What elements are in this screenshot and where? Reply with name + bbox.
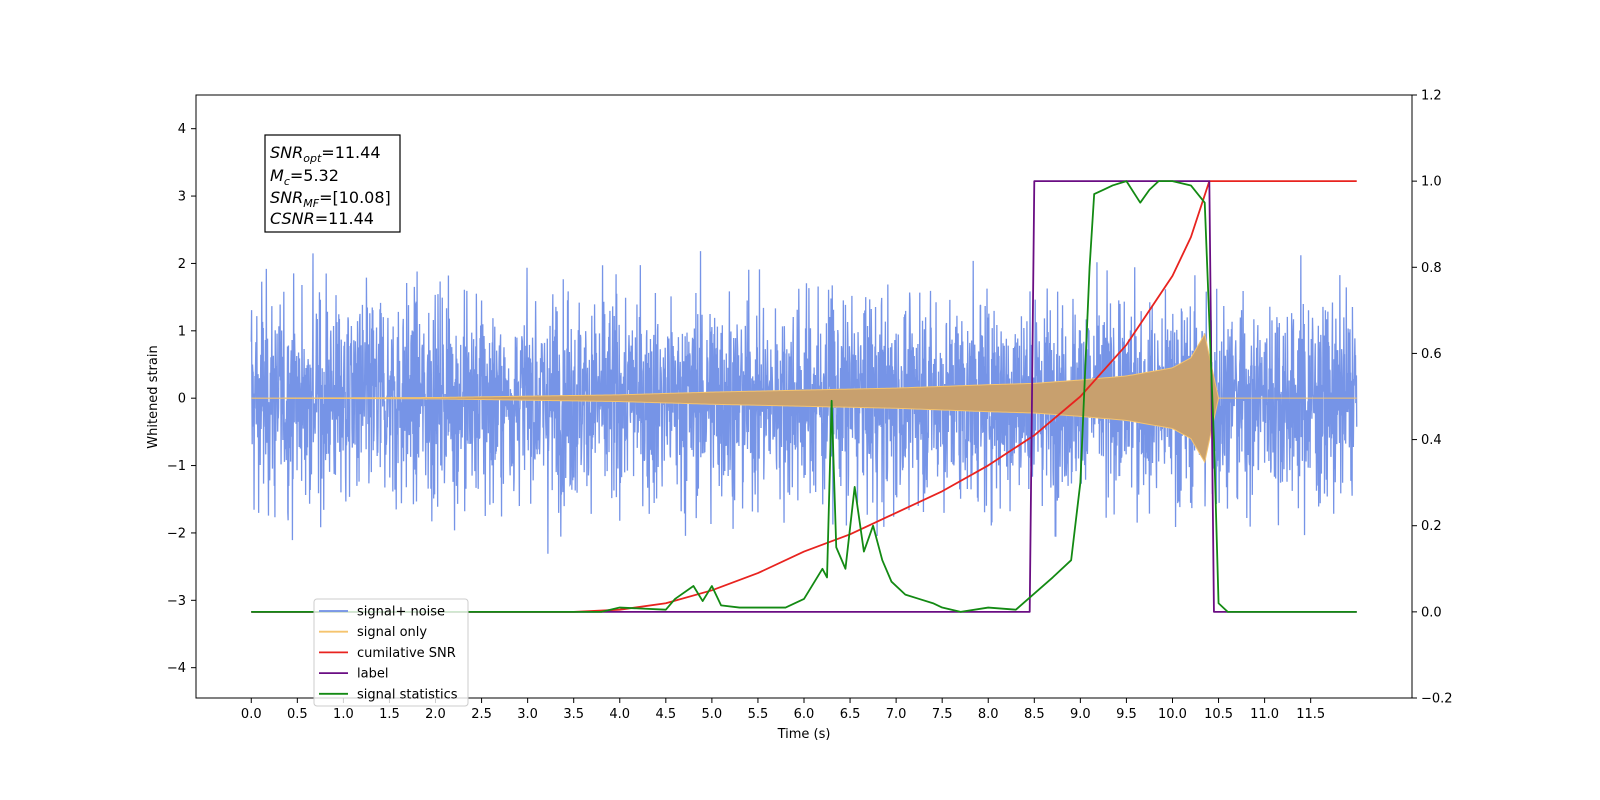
annotation-line-3: SNRMF=[10.08] xyxy=(270,188,391,210)
x-tick-label: 8.5 xyxy=(1024,707,1045,722)
annotation-frame xyxy=(264,134,401,233)
x-tick-label: 1.5 xyxy=(379,707,400,722)
x-tick-label: 5.0 xyxy=(702,707,723,722)
y2-tick-label: −0.2 xyxy=(1421,692,1453,707)
x-axis-label: Time (s) xyxy=(777,727,831,742)
y-tick-label: −1 xyxy=(167,459,186,474)
x-tick-label: 2.5 xyxy=(471,707,492,722)
annotation-line-1: SNRopt=11.44 xyxy=(270,143,381,165)
x-tick-label: 1.0 xyxy=(333,707,354,722)
x-tick-label: 4.5 xyxy=(655,707,676,722)
x-tick-label: 7.5 xyxy=(932,707,953,722)
snr-annotation-box: SNRopt=11.44 Mc=5.32 SNRMF=[10.08] CSNR=… xyxy=(264,134,401,233)
y-tick-label: 2 xyxy=(178,257,186,272)
y-tick-label: −3 xyxy=(167,594,186,609)
x-tick-label: 11.0 xyxy=(1250,707,1279,722)
y2-tick-label: 0.2 xyxy=(1421,519,1442,534)
y-tick-label: 4 xyxy=(178,122,186,137)
legend-label: signal statistics xyxy=(357,687,458,702)
y-tick-label: 3 xyxy=(178,190,186,205)
legend-label: label xyxy=(357,667,388,682)
x-tick-label: 0.5 xyxy=(287,707,308,722)
x-tick-label: 0.0 xyxy=(241,707,262,722)
x-tick-label: 6.0 xyxy=(794,707,815,722)
x-tick-label: 10.0 xyxy=(1158,707,1187,722)
y2-tick-label: 1.0 xyxy=(1421,175,1442,190)
series-cumulative-snr xyxy=(251,180,1357,613)
y-tick-label: 1 xyxy=(178,324,186,339)
y-tick-label: −2 xyxy=(167,526,186,541)
x-tick-label: 10.5 xyxy=(1204,707,1233,722)
y-tick-label: −4 xyxy=(167,661,186,676)
y2-tick-label: 0.6 xyxy=(1421,347,1442,362)
y2-tick-label: 0.0 xyxy=(1421,605,1442,620)
legend: signal+ noise signal only cumilative SNR la… xyxy=(313,598,469,707)
x-tick-label: 11.5 xyxy=(1296,707,1325,722)
legend-label: cumilative SNR xyxy=(357,646,456,661)
legend-label: signal only xyxy=(357,625,427,640)
x-tick-label: 3.0 xyxy=(517,707,538,722)
y-tick-label: 0 xyxy=(178,392,186,407)
x-tick-label: 4.0 xyxy=(609,707,630,722)
series-signal-statistics xyxy=(251,180,1357,613)
x-tick-label: 6.5 xyxy=(840,707,861,722)
x-tick-label: 7.0 xyxy=(886,707,907,722)
y2-tick-label: 0.4 xyxy=(1421,433,1442,448)
axis-ticks: 0.0 0.5 1.0 1.5 2.0 2.5 3.0 3.5 4.0 4.5 5.0 5.5 6.0 6… xyxy=(167,89,1453,723)
annotation-line-2: Mc=5.32 xyxy=(270,166,339,188)
x-tick-label: 8.0 xyxy=(978,707,999,722)
y2-tick-label: 1.2 xyxy=(1421,89,1442,104)
x-tick-label: 9.0 xyxy=(1070,707,1091,722)
plot-area xyxy=(250,180,1358,613)
series-signal-only xyxy=(251,332,1357,464)
y-axis-label: Whitened strain xyxy=(146,345,161,448)
y2-tick-label: 0.8 xyxy=(1421,261,1442,276)
annotation-line-4: CSNR=11.44 xyxy=(270,209,374,228)
x-tick-label: 5.5 xyxy=(748,707,769,722)
x-tick-label: 9.5 xyxy=(1116,707,1137,722)
x-tick-label: 2.0 xyxy=(425,707,446,722)
legend-label: signal+ noise xyxy=(357,605,445,620)
x-tick-label: 3.5 xyxy=(563,707,584,722)
legend-frame xyxy=(313,598,469,707)
